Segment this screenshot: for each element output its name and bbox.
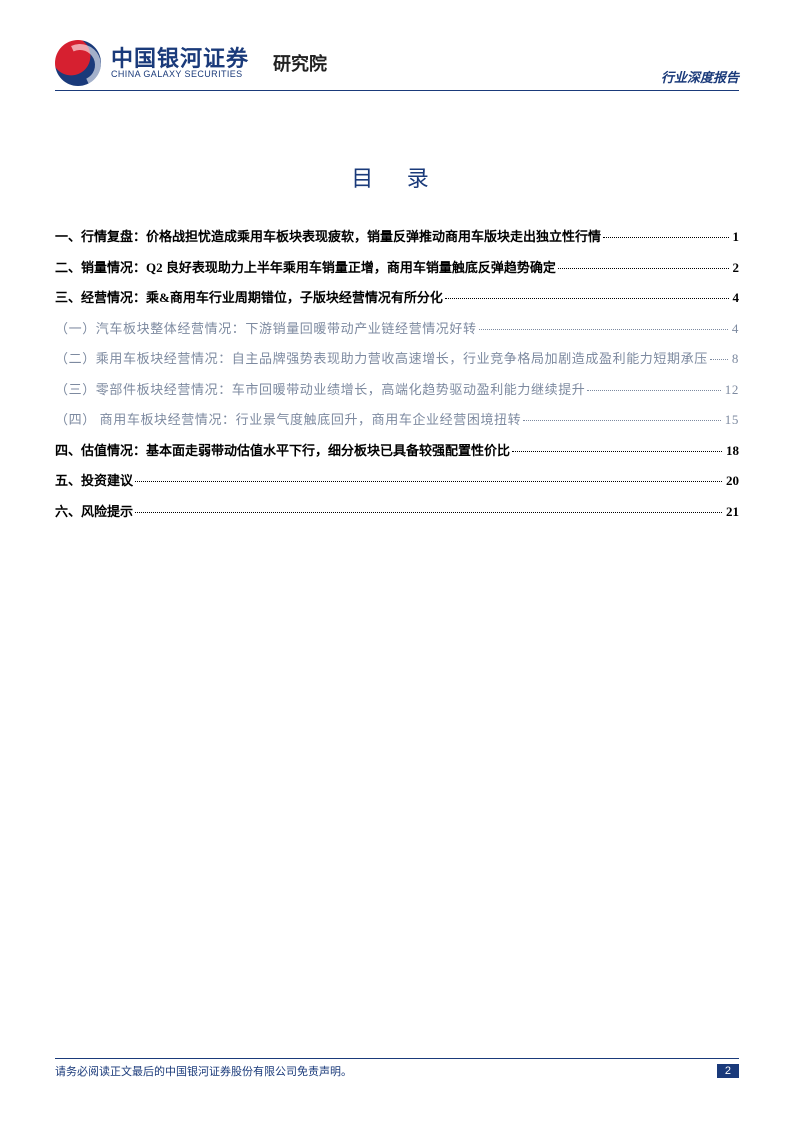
- toc-entry[interactable]: 三、经营情况：乘&商用车行业周期错位，子版块经营情况有所分化 4: [55, 288, 739, 308]
- toc-entry[interactable]: （二）乘用车板块经营情况：自主品牌强势表现助力营收高速增长，行业竞争格局加剧造成…: [55, 349, 739, 369]
- toc-entry[interactable]: 四、估值情况：基本面走弱带动估值水平下行，细分板块已具备较强配置性价比 18: [55, 441, 739, 461]
- toc-entry-label: （二）乘用车板块经营情况：自主品牌强势表现助力营收高速增长，行业竞争格局加剧造成…: [55, 349, 708, 369]
- toc-entry-page: 18: [724, 441, 739, 461]
- logo-block: 中国银河证券 CHINA GALAXY SECURITIES 研究院: [55, 40, 327, 86]
- toc-entry-label: （一）汽车板块整体经营情况：下游销量回暖带动产业链经营情况好转: [55, 319, 477, 339]
- toc-entry-label: 一、行情复盘：价格战担忧造成乘用车板块表现疲软，销量反弹推动商用车版块走出独立性…: [55, 227, 601, 247]
- toc-leader-dots: [587, 390, 720, 391]
- toc-entry-label: 六、风险提示: [55, 502, 133, 522]
- toc-entry-page: 20: [724, 471, 739, 491]
- logo-icon: [55, 40, 101, 86]
- toc-entry-page: 8: [730, 349, 739, 369]
- toc-entry[interactable]: 二、销量情况：Q2 良好表现助力上半年乘用车销量正增，商用车销量触底反弹趋势确定…: [55, 258, 739, 278]
- toc-entry[interactable]: （三）零部件板块经营情况：车市回暖带动业绩增长，高端化趋势驱动盈利能力继续提升 1…: [55, 380, 739, 400]
- document-type: 行业深度报告: [661, 67, 739, 86]
- toc-leader-dots: [135, 481, 722, 482]
- logo-chinese: 中国银河证券: [111, 47, 249, 70]
- toc-entry-label: 四、估值情况：基本面走弱带动估值水平下行，细分板块已具备较强配置性价比: [55, 441, 510, 461]
- toc-entry-label: （三）零部件板块经营情况：车市回暖带动业绩增长，高端化趋势驱动盈利能力继续提升: [55, 380, 585, 400]
- toc-entry-page: 1: [731, 227, 740, 247]
- toc-entry[interactable]: 五、投资建议 20: [55, 471, 739, 491]
- toc-leader-dots: [512, 451, 722, 452]
- table-of-contents: 一、行情复盘：价格战担忧造成乘用车板块表现疲软，销量反弹推动商用车版块走出独立性…: [55, 227, 739, 521]
- toc-entry[interactable]: （一）汽车板块整体经营情况：下游销量回暖带动产业链经营情况好转 4: [55, 319, 739, 339]
- toc-leader-dots: [479, 329, 728, 330]
- toc-leader-dots: [135, 512, 722, 513]
- toc-entry-page: 21: [724, 502, 739, 522]
- toc-entry-label: （四） 商用车板块经营情况：行业景气度触底回升，商用车企业经营困境扭转: [55, 410, 521, 430]
- toc-entry-label: 五、投资建议: [55, 471, 133, 491]
- page-footer: 请务必阅读正文最后的中国银河证券股份有限公司免责声明。 2: [55, 1058, 739, 1079]
- toc-entry-page: 4: [731, 288, 740, 308]
- toc-leader-dots: [523, 420, 721, 421]
- toc-entry[interactable]: （四） 商用车板块经营情况：行业景气度触底回升，商用车企业经营困境扭转 15: [55, 410, 739, 430]
- toc-entry-page: 12: [723, 380, 739, 400]
- toc-leader-dots: [710, 359, 728, 360]
- toc-heading: 目 录: [55, 161, 739, 193]
- disclaimer-text: 请务必阅读正文最后的中国银河证券股份有限公司免责声明。: [55, 1063, 352, 1079]
- toc-leader-dots: [603, 237, 728, 238]
- department-label: 研究院: [273, 50, 327, 76]
- toc-entry-page: 4: [730, 319, 739, 339]
- page-number: 2: [717, 1064, 739, 1078]
- toc-entry[interactable]: 一、行情复盘：价格战担忧造成乘用车板块表现疲软，销量反弹推动商用车版块走出独立性…: [55, 227, 739, 247]
- page-header: 中国银河证券 CHINA GALAXY SECURITIES 研究院 行业深度报…: [55, 40, 739, 91]
- toc-entry-page: 15: [723, 410, 739, 430]
- toc-leader-dots: [445, 298, 729, 299]
- logo-english: CHINA GALAXY SECURITIES: [111, 70, 249, 79]
- toc-entry-page: 2: [731, 258, 740, 278]
- toc-entry-label: 三、经营情况：乘&商用车行业周期错位，子版块经营情况有所分化: [55, 288, 443, 308]
- toc-entry-label: 二、销量情况：Q2 良好表现助力上半年乘用车销量正增，商用车销量触底反弹趋势确定: [55, 258, 556, 278]
- toc-leader-dots: [558, 268, 729, 269]
- toc-entry[interactable]: 六、风险提示 21: [55, 502, 739, 522]
